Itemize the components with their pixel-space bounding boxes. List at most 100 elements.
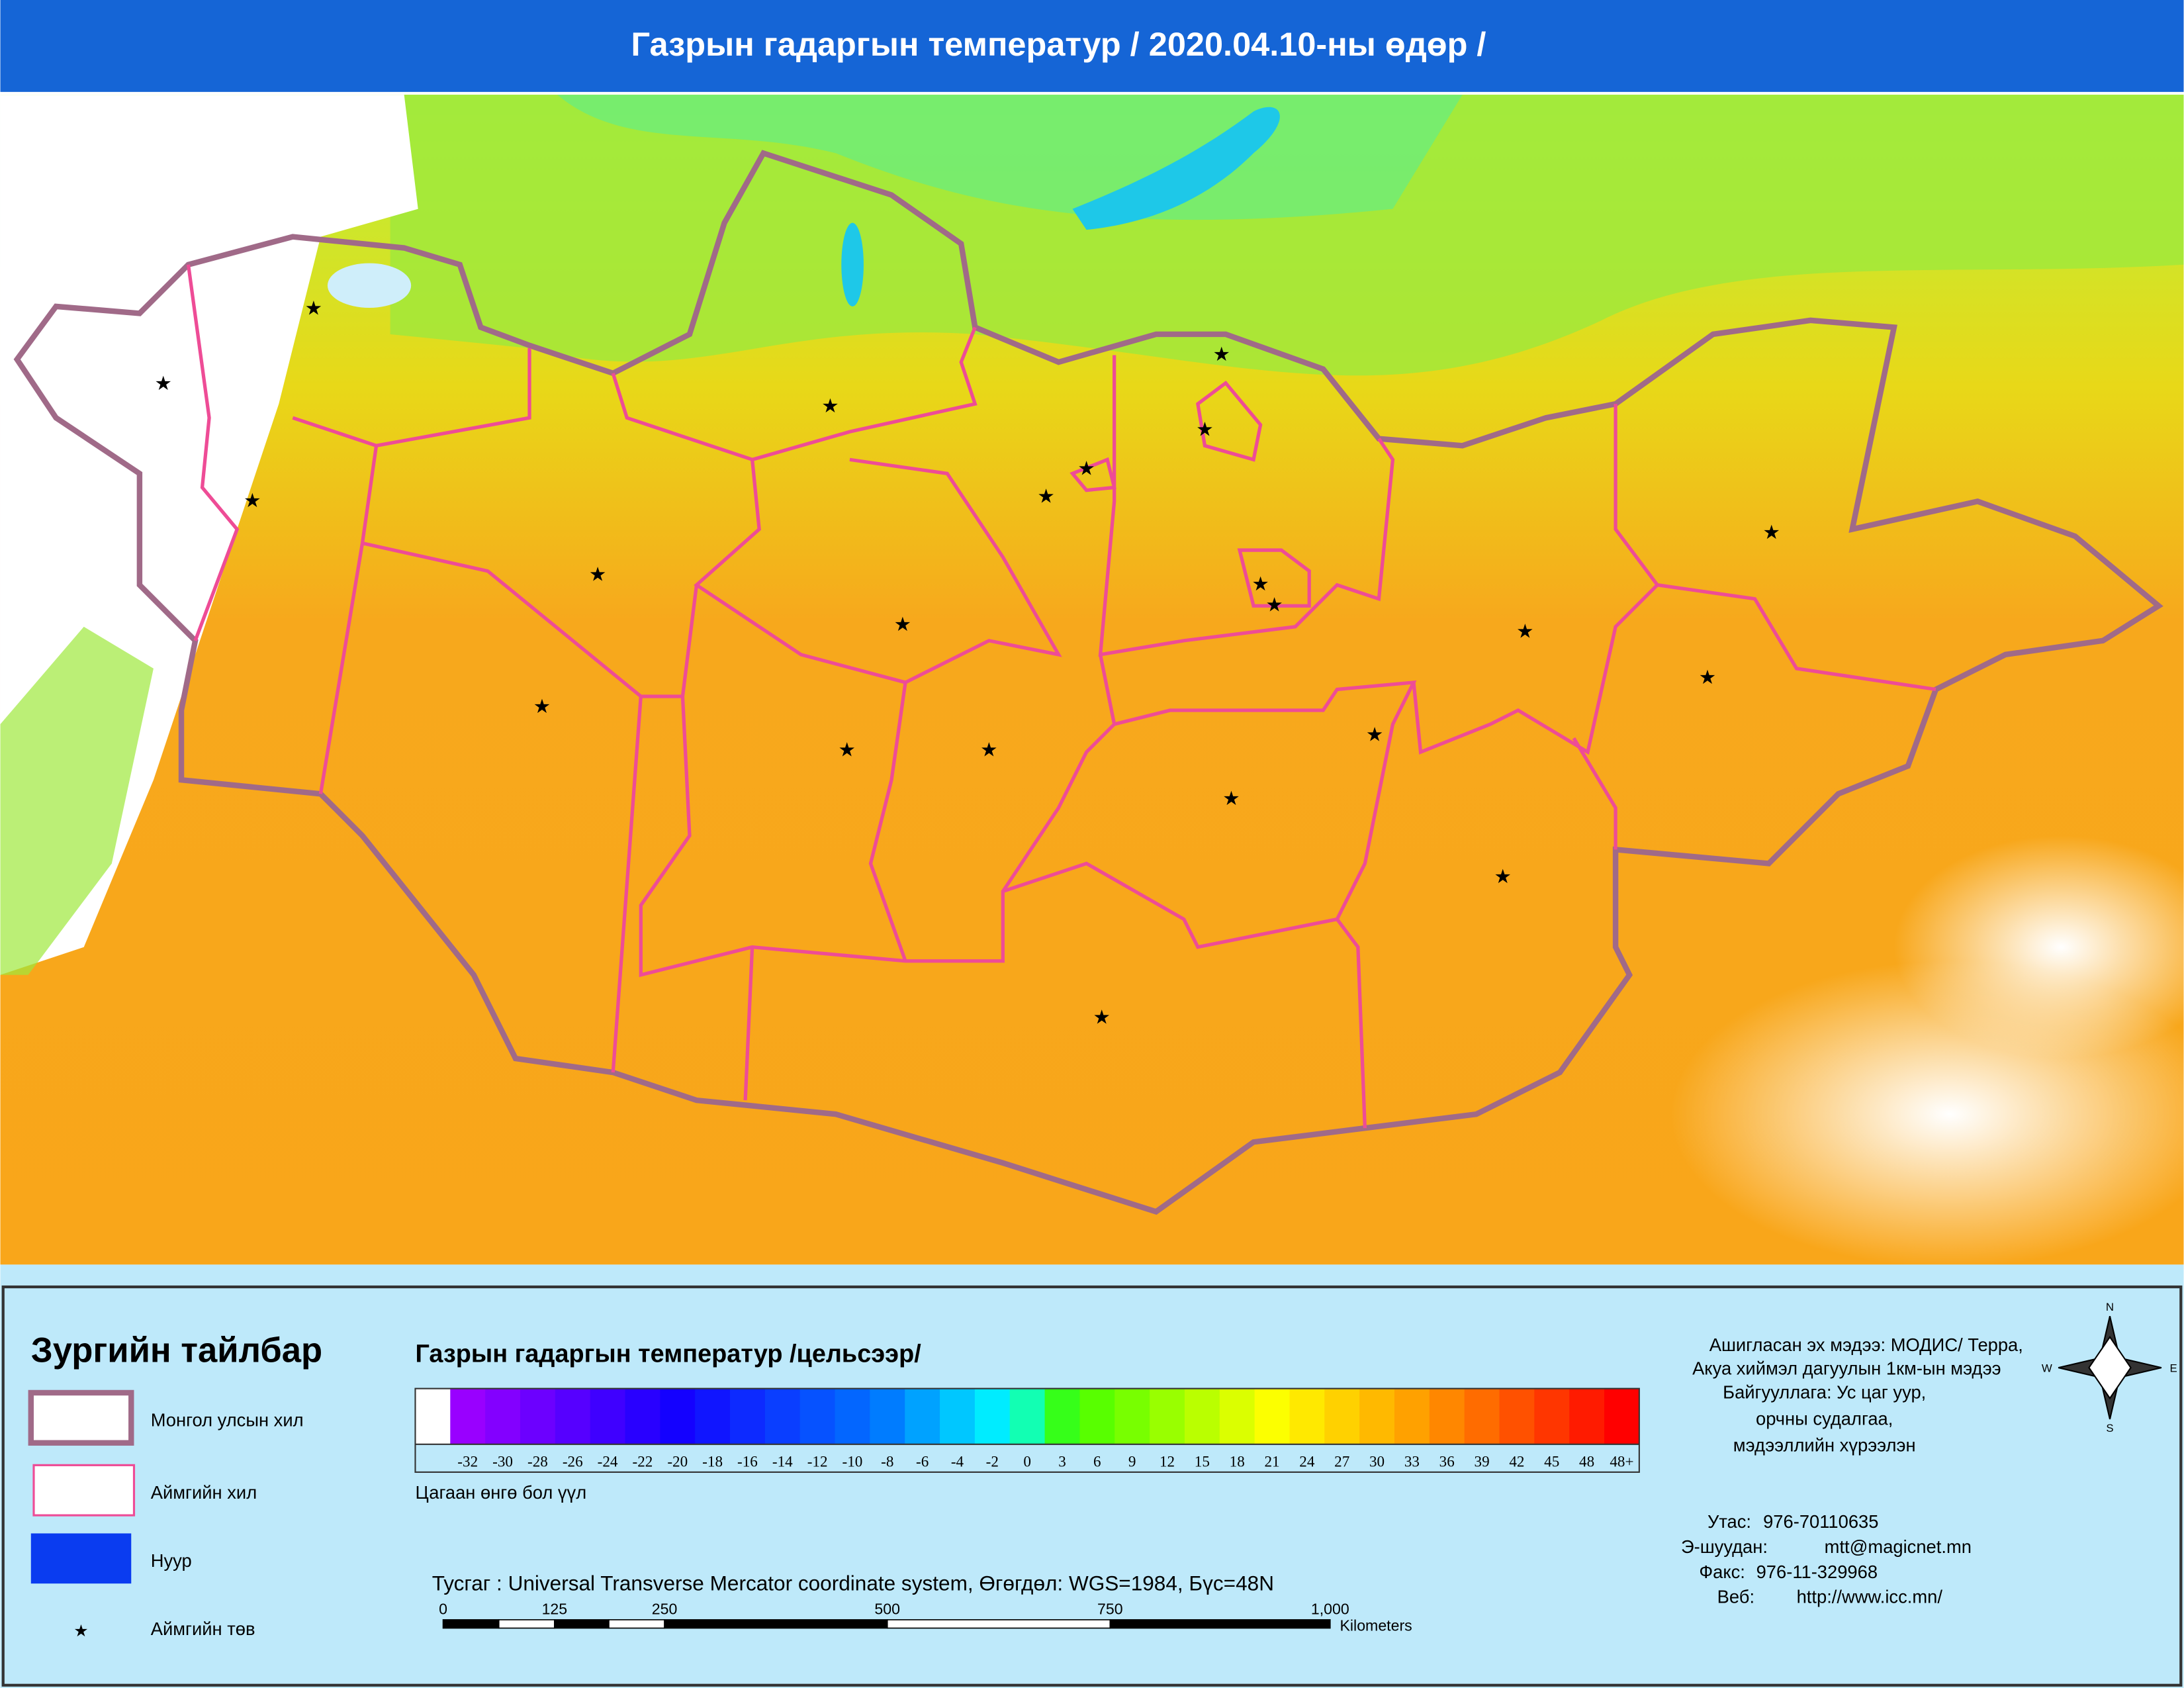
scale-cell — [940, 1388, 976, 1444]
scale-cell — [1115, 1388, 1150, 1444]
scale-cell — [1569, 1388, 1605, 1444]
aimag-center: ★ — [894, 614, 911, 635]
scale-label: -24 — [598, 1453, 618, 1470]
compass-rose — [2088, 1335, 2132, 1400]
lake — [841, 222, 864, 306]
aimag-center: ★ — [1699, 667, 1716, 688]
aimag-center: ★ — [839, 739, 856, 761]
scale-label: -14 — [772, 1453, 793, 1470]
source-line: Байгууллага: Ус цаг уур, — [1723, 1382, 1926, 1402]
compass-label: N — [2106, 1301, 2114, 1313]
source-line: мэдээллийн хүрээлэн — [1733, 1434, 1916, 1455]
aimag-center: ★ — [533, 696, 551, 718]
scale-label: 18 — [1230, 1453, 1245, 1470]
scale-segment — [554, 1619, 610, 1629]
legend-swatch — [32, 1464, 136, 1517]
aimag-border — [292, 348, 531, 447]
scale-label: -8 — [881, 1453, 893, 1470]
scale-label: 48+ — [1610, 1453, 1633, 1470]
scale-cell — [1219, 1388, 1255, 1444]
contact-value: 976-11-329968 — [1756, 1562, 1878, 1582]
scale-cell — [1429, 1388, 1465, 1444]
aimag-centers: ★ ★ ★ ★ ★ ★ ★ ★ ★ ★ ★ ★ ★ ★ ★ ★ ★ ★ ★ ★ … — [154, 297, 1780, 1028]
scale-frame — [414, 1387, 1640, 1473]
aimag-center: ★ — [1037, 486, 1054, 508]
scale-bar: 0 125 250 500 750 1,000 Kilometers — [439, 1600, 1412, 1634]
legend-label: Монгол улсын хил — [151, 1409, 304, 1430]
scale-cell — [1289, 1388, 1325, 1444]
scale-label: -12 — [807, 1453, 828, 1470]
aimag-border — [1657, 583, 1936, 692]
scale-label: 21 — [1264, 1453, 1279, 1470]
scale-cell — [590, 1388, 626, 1444]
scale-label: -6 — [916, 1453, 929, 1470]
legend-panel — [0, 1264, 2184, 1688]
legend-label: Аймгийн төв — [151, 1618, 255, 1639]
scale-segment — [1109, 1619, 1331, 1629]
scale-label: -32 — [457, 1453, 478, 1470]
aimag-center: ★ — [244, 490, 261, 512]
legend-frame — [1, 1285, 2183, 1687]
scale-cell — [450, 1388, 486, 1444]
scale-label: 0 — [439, 1600, 447, 1617]
legend-swatch — [28, 1389, 134, 1446]
scale-cell — [1324, 1388, 1360, 1444]
contact-label: Утас: — [1707, 1511, 1751, 1532]
contact-value: http://www.icc.mn/ — [1797, 1587, 1943, 1607]
scale-cell — [625, 1388, 660, 1444]
aimag-center: ★ — [821, 395, 839, 417]
contact-label: Веб: — [1717, 1587, 1754, 1607]
legend-label: Аймгийн хил — [151, 1482, 257, 1503]
aimag-center: ★ — [1265, 594, 1283, 616]
aimag-center: ★ — [1093, 1006, 1111, 1028]
scale-cell — [730, 1388, 766, 1444]
scale-cell — [485, 1388, 521, 1444]
scale-cell — [1079, 1388, 1115, 1444]
scale-label: -22 — [633, 1453, 653, 1470]
lake — [327, 263, 412, 308]
scale-segment — [886, 1619, 1111, 1629]
compass-label: W — [2042, 1362, 2052, 1374]
aimag-border — [1098, 355, 1395, 657]
title-bar — [0, 0, 2184, 92]
legend-swatch: ★ — [73, 1622, 89, 1640]
scale-title: Газрын гадаргын температур /цельсээр/ — [415, 1340, 921, 1368]
compass: N S E W — [2042, 1301, 2177, 1434]
scale-label: 750 — [1097, 1600, 1123, 1617]
title: Газрын гадаргын температур / 2020.04.10-… — [631, 25, 1486, 63]
scale-segment — [664, 1619, 888, 1629]
scale-label: -16 — [737, 1453, 758, 1470]
scale-label: 15 — [1195, 1453, 1210, 1470]
aimag-center: ★ — [1222, 788, 1240, 810]
scale-label: 33 — [1404, 1453, 1420, 1470]
scale-cell — [974, 1388, 1011, 1444]
scale-label: 250 — [652, 1600, 678, 1617]
aimag-border — [186, 264, 240, 641]
scale-cell — [660, 1388, 696, 1444]
scale-cell — [799, 1388, 836, 1444]
scale-segment — [442, 1619, 500, 1629]
contact-label: Факс: — [1699, 1562, 1745, 1582]
source-line: Ашигласан эх мэдээ: МОДИС/ Терра, — [1709, 1335, 2023, 1355]
scale-cell — [1150, 1388, 1185, 1444]
aimag-center: ★ — [1763, 522, 1780, 543]
scale-label: 42 — [1509, 1453, 1524, 1470]
scale-segment — [608, 1619, 665, 1629]
aimag-center: ★ — [1366, 724, 1383, 745]
scale-label: 0 — [1023, 1453, 1031, 1470]
scale-label: 24 — [1299, 1453, 1315, 1470]
legend-swatch — [30, 1533, 132, 1584]
scale-label: -28 — [527, 1453, 548, 1470]
cloud-area — [1893, 835, 2184, 1058]
aimag-center: ★ — [589, 563, 606, 585]
scale-cell — [1254, 1388, 1291, 1444]
scale-label: 30 — [1369, 1453, 1385, 1470]
aimag-center: ★ — [154, 373, 171, 395]
scale-cell — [1394, 1388, 1430, 1444]
color-scale: -32 -30 -28 -26 -24 -22 -20 -18 -16 -14 -12 -10 -8 -6… — [414, 1387, 1640, 1473]
aimag-center: ★ — [1212, 344, 1230, 365]
source-line: орчны судалгаа, — [1756, 1408, 1893, 1429]
compass-label: E — [2169, 1362, 2177, 1374]
scale-label: -2 — [986, 1453, 999, 1470]
